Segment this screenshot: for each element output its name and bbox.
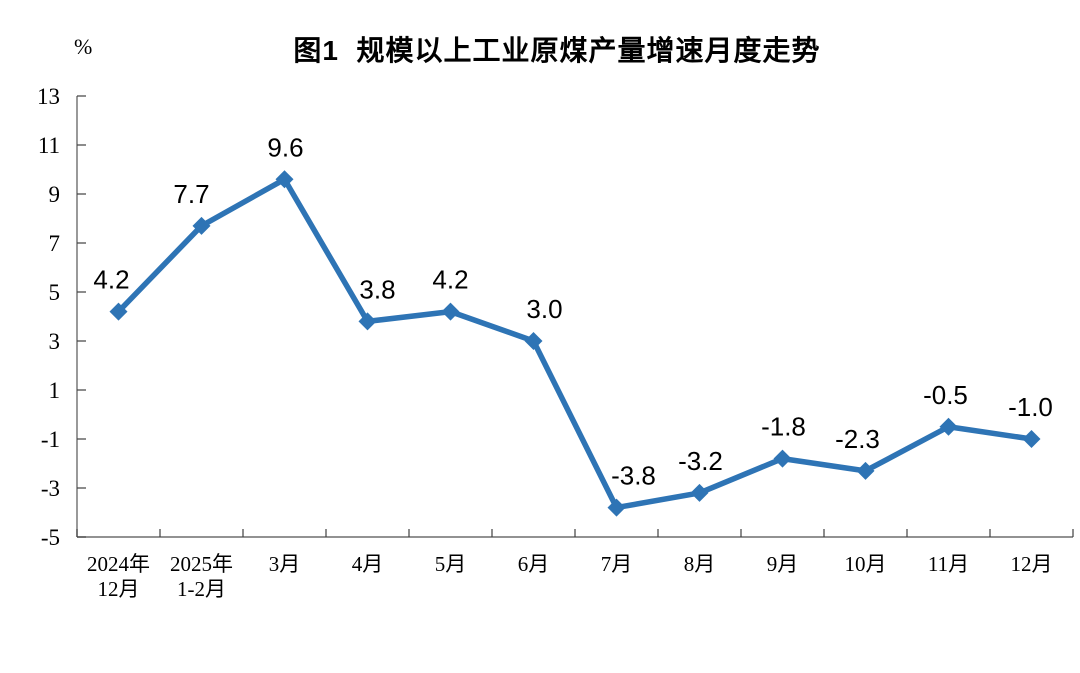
data-point-label: 4.2	[93, 265, 129, 295]
y-tick-label: 1	[49, 378, 61, 403]
data-point-marker	[358, 312, 377, 331]
data-point-marker	[773, 449, 792, 468]
data-point-label: -3.8	[611, 461, 656, 491]
data-point-label: -1.0	[1008, 392, 1053, 422]
x-tick-label: 6月	[518, 552, 550, 576]
x-tick-label: 10月	[845, 552, 887, 576]
data-point-marker	[690, 483, 709, 502]
data-point-marker	[441, 302, 460, 321]
data-point-marker	[607, 498, 626, 517]
data-point-label: -2.3	[835, 424, 880, 454]
y-tick-label: 7	[49, 231, 61, 256]
chart-title: 图1 规模以上工业原煤产量增速月度走势	[293, 35, 821, 66]
data-point-label: 4.2	[432, 265, 468, 295]
data-point-marker	[275, 170, 294, 189]
y-tick-label: 11	[38, 133, 60, 158]
x-tick-label: 3月	[269, 552, 301, 576]
x-tick-label: 4月	[352, 552, 384, 576]
y-tick-label: -1	[41, 427, 60, 452]
data-series-line	[115, 176, 1035, 511]
data-point-marker	[856, 461, 875, 480]
x-tick-label: 5月	[435, 552, 467, 576]
data-point-label: 7.7	[173, 179, 209, 209]
y-tick-label: 3	[49, 329, 61, 354]
x-tick-label: 7月	[601, 552, 633, 576]
y-tick-label: 9	[49, 182, 61, 207]
x-tick-label: 2025年 1-2月	[170, 552, 233, 601]
data-point-label: 9.6	[267, 132, 303, 162]
y-axis-unit-label: %	[74, 34, 93, 59]
data-point-label: 3.0	[526, 294, 562, 324]
y-tick-label: -3	[41, 476, 60, 501]
data-point-label: -0.5	[923, 380, 968, 410]
x-tick-label: 12月	[1011, 552, 1053, 576]
data-point-marker	[939, 417, 958, 436]
y-tick-label: -5	[41, 525, 60, 550]
data-point-label: -1.8	[761, 412, 806, 442]
x-tick-label: 11月	[928, 552, 969, 576]
y-tick-label: 5	[49, 280, 61, 305]
x-tick-label: 2024年 12月	[87, 552, 150, 601]
data-point-label: 3.8	[359, 274, 395, 304]
data-point-marker	[109, 302, 128, 321]
data-point-label: -3.2	[678, 446, 723, 476]
data-point-marker	[524, 332, 543, 350]
y-tick-label: 13	[37, 84, 60, 109]
data-point-marker	[1022, 430, 1041, 448]
x-tick-label: 9月	[767, 552, 799, 576]
data-point-marker	[192, 216, 211, 235]
x-tick-label: 8月	[684, 552, 716, 576]
